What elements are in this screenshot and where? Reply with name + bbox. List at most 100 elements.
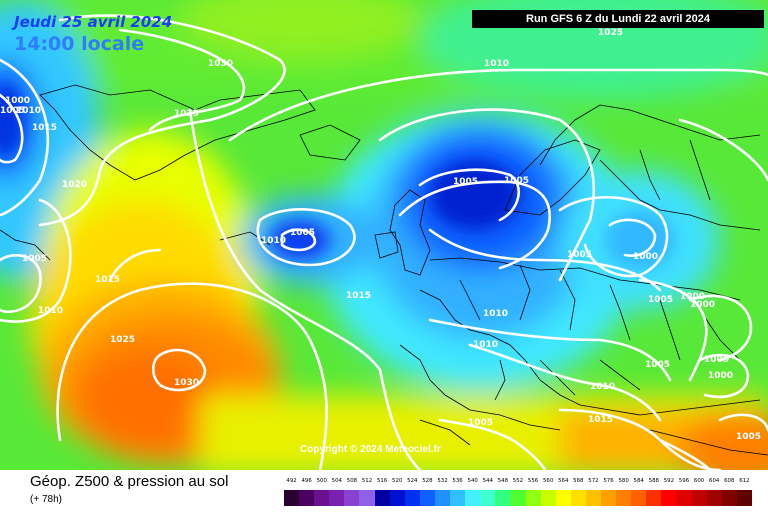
scale-swatch	[555, 490, 571, 506]
scale-swatch	[329, 490, 345, 506]
coastlines	[0, 84, 768, 456]
scale-tick: 560	[542, 478, 554, 484]
scale-swatch	[419, 490, 435, 506]
scale-tick: 564	[558, 478, 569, 484]
scale-swatch	[314, 490, 330, 506]
isobar-label: 1015	[346, 291, 371, 301]
scale-swatch	[585, 490, 601, 506]
scale-swatch	[434, 490, 451, 506]
isobar-label: 1005	[22, 254, 47, 264]
scale-swatch	[465, 490, 481, 506]
forecast-map: 1030 1025 1020 1015 1010 1005 1000 1005 …	[0, 0, 768, 470]
scale-tick: 496	[301, 478, 312, 484]
scale-swatch	[691, 490, 707, 506]
isobar-label: 1025	[598, 28, 623, 38]
scale-swatch	[404, 490, 420, 506]
isobar-label: 1000	[5, 96, 30, 106]
scale-tick: 572	[588, 478, 599, 484]
scale-tick: 552	[512, 478, 524, 484]
scale-tick: 500	[316, 478, 327, 484]
isobar-label: 1020	[62, 180, 87, 190]
forecast-date: Jeudi 25 avril 2024	[14, 13, 173, 31]
scale-tick: 508	[346, 478, 358, 484]
isobar-label: 1005	[453, 177, 478, 187]
isobar-label: 1010	[473, 340, 498, 350]
scale-swatch	[616, 490, 632, 506]
isobar-label: 1010	[484, 59, 509, 69]
forecast-time: 14:00 locale	[14, 33, 145, 55]
scale-swatch	[480, 490, 496, 506]
scale-tick: 596	[678, 478, 690, 484]
scale-tick: 580	[618, 478, 629, 484]
scale-swatch	[706, 490, 722, 506]
scale-tick: 584	[633, 478, 644, 484]
model-run-banner: Run GFS 6 Z du Lundi 22 avril 2024	[472, 10, 764, 28]
scale-swatch	[344, 490, 360, 506]
scale-tick: 540	[467, 478, 478, 484]
isobar-label: 1000	[708, 371, 733, 381]
isobar-label: 1030	[208, 59, 233, 69]
isobar-label: 1015	[588, 415, 613, 425]
isobar-label: 1000	[633, 252, 658, 262]
isobar-label: 1010	[483, 309, 508, 319]
scale-swatch	[540, 490, 556, 506]
isobar-label: 1010	[38, 306, 63, 316]
scale-swatch	[570, 490, 586, 506]
isobar-label: 1005	[0, 106, 25, 116]
isobar-label: 1005	[504, 176, 529, 186]
scale-tick: 556	[527, 478, 539, 484]
isobar-label: 1015	[32, 123, 57, 133]
isobar-label: 1015	[95, 275, 120, 285]
isobar-label: 1010	[261, 236, 286, 246]
lead-time: (+ 78h)	[30, 494, 62, 505]
isobar-label: 1030	[174, 378, 199, 388]
scale-swatch	[299, 490, 315, 506]
scale-swatch	[374, 490, 390, 506]
product-title: Géop. Z500 & pression au sol	[30, 473, 229, 490]
scale-tick: 612	[739, 478, 750, 484]
scale-tick: 568	[573, 478, 584, 484]
scale-tick: 516	[376, 478, 388, 484]
isobars	[0, 14, 768, 470]
isobar-label: 1025	[110, 335, 135, 345]
scale-swatch	[389, 490, 405, 506]
scale-tick: 588	[648, 478, 659, 484]
scale-swatches	[284, 490, 752, 506]
isobar-label: 1000	[690, 300, 715, 310]
scale-swatch	[631, 490, 647, 506]
scale-swatch	[525, 490, 541, 506]
scale-swatch	[495, 490, 511, 506]
scale-tick: 600	[693, 478, 705, 484]
scale-swatch	[359, 490, 375, 506]
isobar-label: 1010	[590, 382, 615, 392]
scale-swatch	[450, 490, 466, 506]
isobar-label: 1005	[567, 250, 592, 260]
scale-swatch	[646, 490, 662, 506]
scale-tick: 528	[422, 478, 433, 484]
scale-tick: 544	[482, 478, 493, 484]
scale-tick: 512	[361, 478, 373, 484]
scale-tick: 604	[709, 478, 720, 484]
color-scale: 492 496 500 504 508 512 516 520 524 528 532 536 540 5…	[284, 478, 752, 510]
scale-swatch	[284, 490, 300, 506]
isobar-label: 1005	[290, 228, 315, 238]
scale-ticks: 492 496 500 504 508 512 516 520 524 528 532 536 540 5…	[284, 478, 752, 488]
scale-tick: 532	[437, 478, 448, 484]
scale-swatch	[721, 490, 737, 506]
scale-tick: 492	[286, 478, 297, 484]
scale-swatch	[736, 490, 752, 506]
scale-tick: 592	[663, 478, 675, 484]
isobar-labels: 1030 1025 1020 1015 1010 1005 1000 1005 …	[0, 28, 761, 442]
legend-footer: Géop. Z500 & pression au sol (+ 78h) 492…	[0, 470, 768, 512]
isobar-label: 1005	[648, 295, 673, 305]
isobar-label: 1000	[680, 292, 705, 302]
isobar-label: 1010	[16, 106, 41, 116]
scale-swatch	[600, 490, 617, 506]
scale-tick: 548	[497, 478, 508, 484]
scale-tick: 576	[603, 478, 614, 484]
isobar-label: 1005	[736, 432, 761, 442]
scale-swatch	[676, 490, 692, 506]
scale-tick: 524	[407, 478, 418, 484]
isobar-label: 1025	[174, 109, 199, 119]
